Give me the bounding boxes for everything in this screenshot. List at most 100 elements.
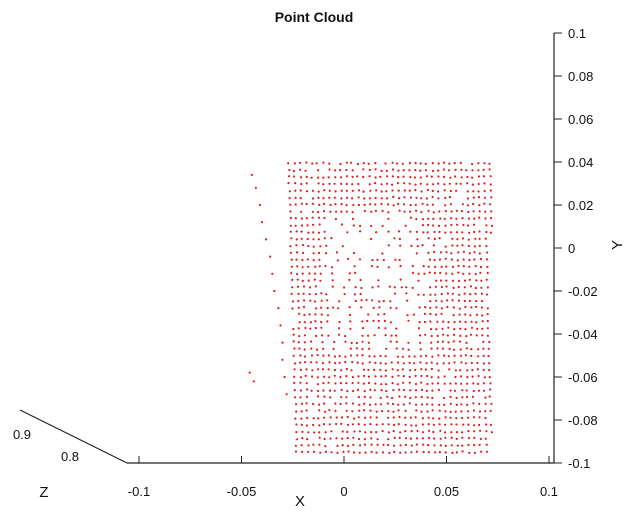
point xyxy=(454,168,457,171)
point xyxy=(461,444,464,447)
point xyxy=(485,450,488,453)
point xyxy=(346,415,349,419)
point xyxy=(295,251,299,254)
point xyxy=(426,382,429,386)
point xyxy=(473,230,476,234)
point xyxy=(436,347,439,350)
point xyxy=(338,327,341,330)
point xyxy=(317,196,320,199)
point xyxy=(398,415,401,419)
point xyxy=(316,376,319,379)
point xyxy=(299,381,302,384)
point xyxy=(419,341,422,344)
point xyxy=(399,431,402,434)
point xyxy=(345,409,348,412)
point xyxy=(346,444,349,447)
point xyxy=(449,389,452,392)
point xyxy=(416,245,419,248)
point xyxy=(444,196,447,199)
point xyxy=(367,341,370,344)
point xyxy=(292,327,295,331)
point xyxy=(461,231,464,234)
point xyxy=(277,307,280,310)
point xyxy=(379,368,382,371)
point xyxy=(358,258,362,261)
point xyxy=(380,169,383,172)
point xyxy=(427,209,430,212)
point xyxy=(300,410,303,413)
point xyxy=(329,203,332,207)
point xyxy=(334,409,337,412)
point xyxy=(314,320,317,323)
point xyxy=(351,169,354,172)
point xyxy=(318,265,321,268)
y-tick-label: 0.06 xyxy=(568,112,593,127)
point xyxy=(306,224,309,227)
point xyxy=(349,354,353,357)
point xyxy=(398,436,401,439)
point xyxy=(482,382,485,385)
point xyxy=(467,217,470,220)
point xyxy=(367,334,370,337)
point xyxy=(360,306,363,309)
point xyxy=(473,444,476,447)
point xyxy=(294,196,297,199)
point xyxy=(334,382,337,385)
point xyxy=(411,286,414,289)
point xyxy=(388,451,391,455)
point xyxy=(482,354,485,357)
point xyxy=(421,244,424,247)
point xyxy=(458,313,461,316)
point xyxy=(424,368,427,371)
point xyxy=(307,444,310,447)
point xyxy=(297,292,300,295)
point xyxy=(368,197,372,200)
point xyxy=(374,176,377,179)
point xyxy=(391,161,394,164)
point xyxy=(299,389,302,392)
point xyxy=(345,368,348,371)
point xyxy=(455,396,458,400)
point xyxy=(476,361,479,365)
point xyxy=(440,300,443,303)
point xyxy=(467,437,470,440)
point xyxy=(295,410,298,413)
point xyxy=(457,251,460,254)
point xyxy=(377,326,380,329)
point xyxy=(404,395,407,398)
point xyxy=(442,362,445,365)
point xyxy=(438,230,441,233)
point xyxy=(351,175,354,178)
point xyxy=(466,182,469,185)
point xyxy=(449,189,452,193)
point xyxy=(433,230,436,234)
point xyxy=(358,451,361,454)
point xyxy=(390,334,393,337)
point xyxy=(478,443,481,446)
point xyxy=(289,210,292,213)
point xyxy=(318,258,321,261)
point xyxy=(254,186,257,189)
point xyxy=(290,265,294,268)
point xyxy=(432,169,435,173)
point xyxy=(431,203,434,206)
point xyxy=(449,176,452,179)
point xyxy=(357,196,360,199)
point xyxy=(344,360,347,364)
point xyxy=(408,375,411,378)
point xyxy=(449,382,452,385)
point xyxy=(415,424,418,427)
point xyxy=(344,335,347,338)
point xyxy=(381,423,384,426)
point xyxy=(375,231,378,234)
point xyxy=(258,203,261,207)
point xyxy=(368,203,372,206)
point xyxy=(406,314,409,317)
point xyxy=(414,162,417,165)
point xyxy=(473,251,476,254)
point xyxy=(377,313,380,316)
point xyxy=(362,162,365,165)
point xyxy=(466,197,469,200)
point xyxy=(457,299,461,302)
point xyxy=(356,361,359,364)
